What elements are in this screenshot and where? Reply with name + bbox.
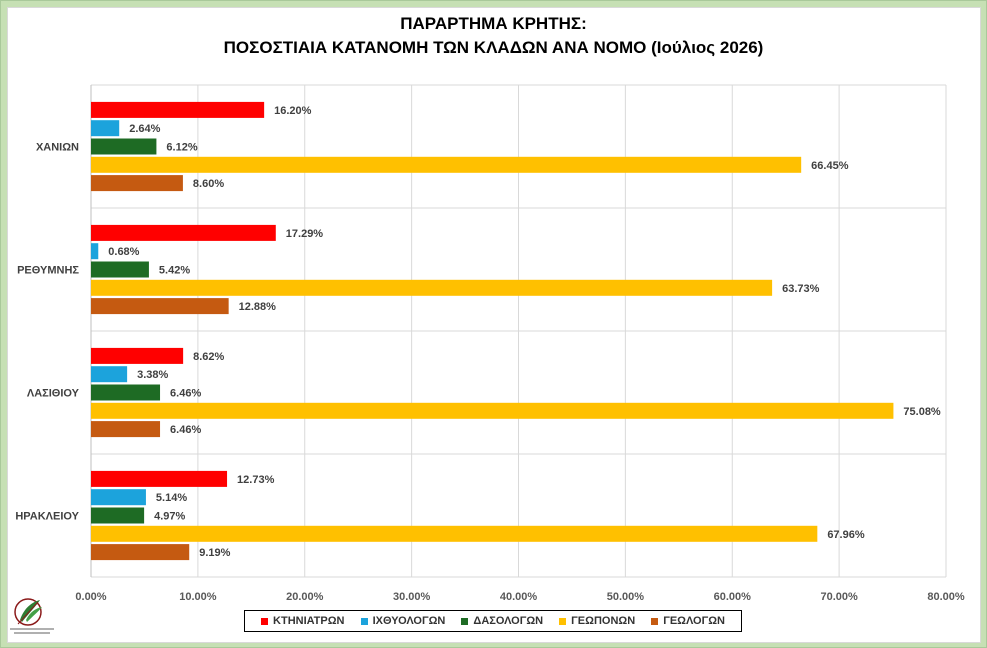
bar bbox=[91, 544, 190, 561]
bar bbox=[91, 101, 265, 118]
data-label: 5.14% bbox=[156, 492, 187, 504]
data-label: 67.96% bbox=[827, 529, 865, 541]
legend-swatch bbox=[651, 617, 659, 625]
data-label: 63.73% bbox=[782, 283, 820, 295]
data-label: 0.68% bbox=[108, 246, 139, 258]
category-label: ΗΡΑΚΛΕΙΟΥ bbox=[15, 511, 79, 523]
x-tick-label: 50.00% bbox=[607, 591, 645, 603]
legend-swatch bbox=[360, 617, 368, 625]
bar bbox=[91, 138, 157, 155]
bar bbox=[91, 279, 773, 296]
legend-swatch bbox=[261, 617, 269, 625]
data-label: 16.20% bbox=[274, 105, 312, 117]
bar bbox=[91, 470, 228, 487]
legend-label: ΔΑΣΟΛΟΓΩΝ bbox=[473, 615, 544, 627]
data-label: 12.73% bbox=[237, 474, 275, 486]
bar bbox=[91, 525, 818, 542]
data-label: 12.88% bbox=[239, 301, 277, 313]
x-tick-label: 80.00% bbox=[927, 591, 965, 603]
data-label: 8.62% bbox=[193, 351, 224, 363]
legend-label: ΓΕΩΛΟΓΩΝ bbox=[663, 615, 725, 627]
bar bbox=[91, 243, 99, 260]
data-label: 75.08% bbox=[903, 406, 941, 418]
legend-item: ΓΕΩΠΟΝΩΝ bbox=[559, 615, 635, 627]
chart-title-line-1: ΠΑΡΑΡΤΗΜΑ ΚΡΗΤΗΣ: bbox=[400, 14, 587, 33]
legend-swatch bbox=[559, 617, 567, 625]
category-label: ΛΑΣΙΘΙΟΥ bbox=[27, 388, 80, 400]
x-tick-label: 40.00% bbox=[500, 591, 538, 603]
legend-item: ΙΧΘΥΟΛΟΓΩΝ bbox=[360, 615, 446, 627]
legend-label: ΚΤΗΝΙΑΤΡΩΝ bbox=[273, 615, 345, 627]
bar bbox=[91, 175, 183, 192]
legend-item: ΔΑΣΟΛΟΓΩΝ bbox=[461, 615, 543, 627]
bar bbox=[91, 347, 184, 364]
bar bbox=[91, 421, 161, 438]
x-tick-label: 0.00% bbox=[75, 591, 106, 603]
leaf-emblem-logo bbox=[10, 598, 54, 634]
data-label: 2.64% bbox=[129, 123, 160, 135]
legend-label: ΓΕΩΠΟΝΩΝ bbox=[571, 615, 636, 627]
category-label: ΧΑΝΙΩΝ bbox=[36, 142, 79, 154]
bar bbox=[91, 489, 146, 506]
x-tick-label: 10.00% bbox=[179, 591, 217, 603]
legend-swatch bbox=[461, 617, 469, 625]
data-label: 66.45% bbox=[811, 160, 849, 172]
bar bbox=[91, 156, 802, 173]
data-label: 8.60% bbox=[193, 178, 224, 190]
bar bbox=[91, 384, 161, 401]
x-tick-label: 70.00% bbox=[820, 591, 858, 603]
category-label: ΡΕΘΥΜΝΗΣ bbox=[17, 265, 79, 277]
data-label: 6.12% bbox=[166, 142, 197, 154]
bar bbox=[91, 120, 120, 137]
bar bbox=[91, 298, 229, 315]
bar bbox=[91, 366, 128, 383]
data-label: 6.46% bbox=[170, 388, 201, 400]
chart-title: ΠΑΡΑΡΤΗΜΑ ΚΡΗΤΗΣ: ΠΟΣΟΣΤΙΑΙΑ ΚΑΤΑΝΟΜΗ ΤΩ… bbox=[0, 12, 987, 60]
data-label: 5.42% bbox=[159, 265, 190, 277]
data-label: 6.46% bbox=[170, 424, 201, 436]
bar bbox=[91, 507, 145, 524]
legend-label: ΙΧΘΥΟΛΟΓΩΝ bbox=[372, 615, 446, 627]
bar bbox=[91, 261, 149, 278]
bar bbox=[91, 224, 276, 241]
x-tick-label: 30.00% bbox=[393, 591, 431, 603]
chart-title-line-2: ΠΟΣΟΣΤΙΑΙΑ ΚΑΤΑΝΟΜΗ ΤΩΝ ΚΛΑΔΩΝ ΑΝΑ ΝΟΜΟ … bbox=[223, 38, 764, 57]
chart-legend: ΚΤΗΝΙΑΤΡΩΝ ΙΧΘΥΟΛΟΓΩΝ ΔΑΣΟΛΟΓΩΝ ΓΕΩΠΟΝΩΝ ΓΕΩ… bbox=[244, 610, 742, 632]
data-label: 3.38% bbox=[137, 369, 168, 381]
data-label: 17.29% bbox=[286, 228, 324, 240]
x-tick-label: 20.00% bbox=[286, 591, 324, 603]
legend-item: ΚΤΗΝΙΑΤΡΩΝ bbox=[261, 615, 345, 627]
x-tick-label: 60.00% bbox=[714, 591, 752, 603]
data-label: 9.19% bbox=[199, 547, 230, 559]
legend-item: ΓΕΩΛΟΓΩΝ bbox=[651, 615, 725, 627]
data-label: 4.97% bbox=[154, 511, 185, 523]
bar bbox=[91, 402, 894, 419]
